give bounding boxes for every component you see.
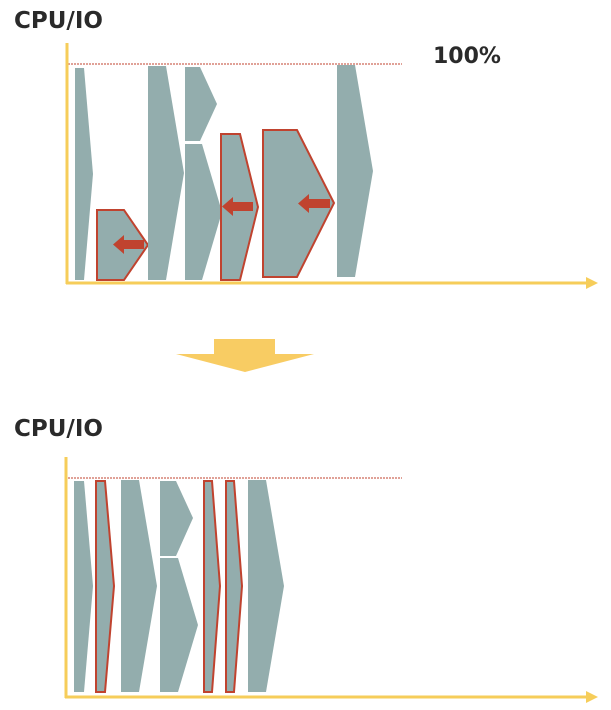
bottom-task-4a <box>160 481 193 556</box>
move-left-arrow-2 <box>222 197 253 216</box>
move-left-arrow-3 <box>298 194 330 213</box>
top-task-3 <box>148 66 184 280</box>
top-x-axis-arrowhead <box>586 277 598 289</box>
bottom-axis-label: CPU/IO <box>14 416 103 442</box>
top-task-7 <box>337 65 373 277</box>
bottom-task-1 <box>74 481 93 692</box>
bottom-task-6-moved <box>225 480 244 693</box>
top-panel <box>65 43 598 289</box>
bottom-task-3 <box>121 480 157 692</box>
top-task-4b <box>185 144 222 280</box>
bottom-task-2-moved <box>95 480 116 693</box>
bottom-task-5-moved <box>203 480 222 693</box>
transition-arrow <box>176 339 314 372</box>
bottom-task-7 <box>248 480 284 692</box>
top-axis-label: CPU/IO <box>14 8 103 34</box>
bottom-panel <box>64 457 598 703</box>
top-task-4a <box>185 67 217 141</box>
bottom-x-axis-arrowhead <box>586 691 598 703</box>
move-left-arrow-1 <box>113 235 144 254</box>
bottom-task-4b <box>160 558 198 692</box>
limit-percent-label: 100% <box>433 44 501 69</box>
top-task-1 <box>75 68 93 280</box>
